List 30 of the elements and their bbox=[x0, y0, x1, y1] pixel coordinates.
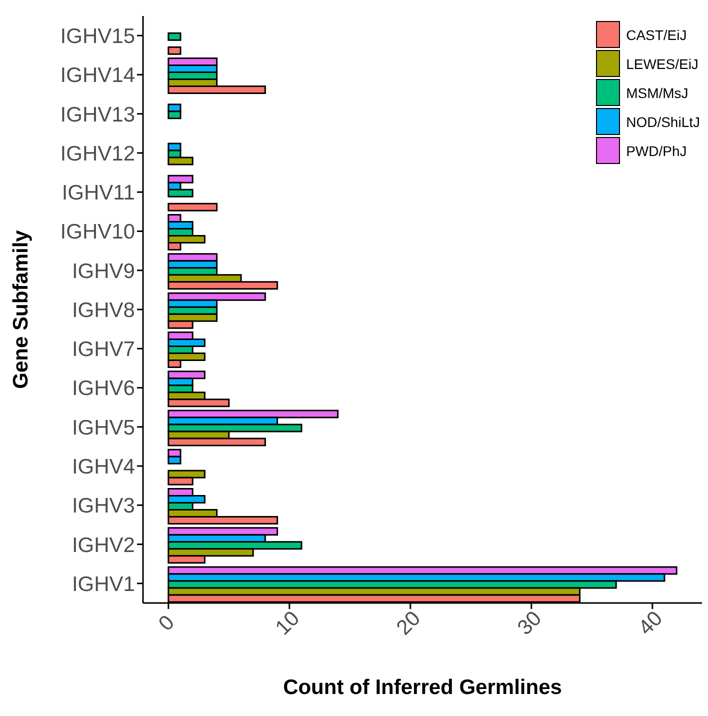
y-tick-label: IGHV15 bbox=[60, 25, 135, 48]
y-tick-label: IGHV10 bbox=[60, 220, 135, 244]
legend-label: LEWES/EiJ bbox=[626, 56, 698, 72]
x-tick-label: 40 bbox=[634, 606, 668, 640]
y-tick-label: IGHV13 bbox=[60, 103, 135, 126]
legend-label: PWD/PhJ bbox=[626, 142, 687, 158]
y-tick-label: IGHV3 bbox=[72, 494, 135, 518]
y-tick-label: IGHV11 bbox=[62, 182, 135, 205]
y-tick-label: IGHV2 bbox=[72, 534, 135, 557]
x-tick-label: 0 bbox=[154, 610, 179, 636]
y-tick-label: IGHV5 bbox=[72, 416, 135, 440]
y-tick-label: IGHV12 bbox=[60, 142, 135, 166]
y-tick-label: IGHV7 bbox=[72, 338, 135, 362]
y-tick-label: IGHV8 bbox=[72, 298, 135, 322]
legend-label: CAST/EiJ bbox=[626, 26, 687, 42]
y-tick-label: IGHV6 bbox=[72, 377, 135, 400]
x-tick-label: 20 bbox=[392, 606, 426, 640]
bar bbox=[168, 202, 218, 212]
y-tick-label: IGHV4 bbox=[72, 455, 136, 478]
bar bbox=[168, 32, 182, 41]
bar bbox=[168, 46, 182, 55]
legend-label: MSM/MsJ bbox=[626, 84, 688, 100]
x-tick-label: 30 bbox=[513, 606, 546, 640]
y-tick-label: IGHV9 bbox=[72, 260, 135, 283]
y-tick-label: IGHV1 bbox=[72, 572, 135, 596]
x-axis-title: Count of Inferred Germlines bbox=[283, 676, 562, 699]
y-axis-title: Gene Subfamily bbox=[9, 230, 32, 389]
x-tick-label: 10 bbox=[271, 606, 304, 640]
legend-label: NOD/ShiLtJ bbox=[626, 114, 700, 130]
y-tick-label: IGHV14 bbox=[60, 64, 136, 88]
